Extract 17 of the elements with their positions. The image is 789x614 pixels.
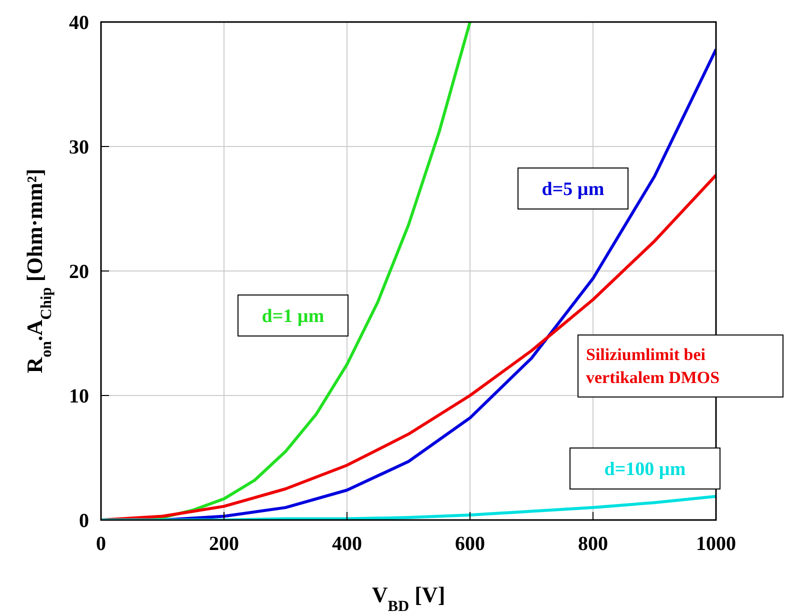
x-tick-label: 1000 [696, 533, 736, 555]
x-tick-label: 200 [209, 533, 239, 555]
y-tick-label: 20 [69, 261, 89, 283]
x-tick-label: 800 [578, 533, 608, 555]
series-label: d=5 µm [542, 179, 604, 200]
x-tick-label: 400 [332, 533, 362, 555]
x-tick-label: 0 [96, 533, 106, 555]
y-tick-label: 0 [79, 510, 89, 532]
series-label: d=1 µm [262, 306, 324, 327]
y-tick-label: 30 [69, 136, 89, 158]
y-tick-label: 10 [69, 386, 89, 408]
series-label: Siliziumlimit bei vertikalem DMOS [586, 345, 720, 387]
x-axis-title: V$_{BD}$ [V] [372, 582, 446, 614]
line-series [101, 494, 716, 520]
series-label: d=100 µm [604, 459, 686, 480]
x-tick-label: 600 [455, 533, 485, 555]
y-tick-label: 40 [69, 12, 89, 34]
